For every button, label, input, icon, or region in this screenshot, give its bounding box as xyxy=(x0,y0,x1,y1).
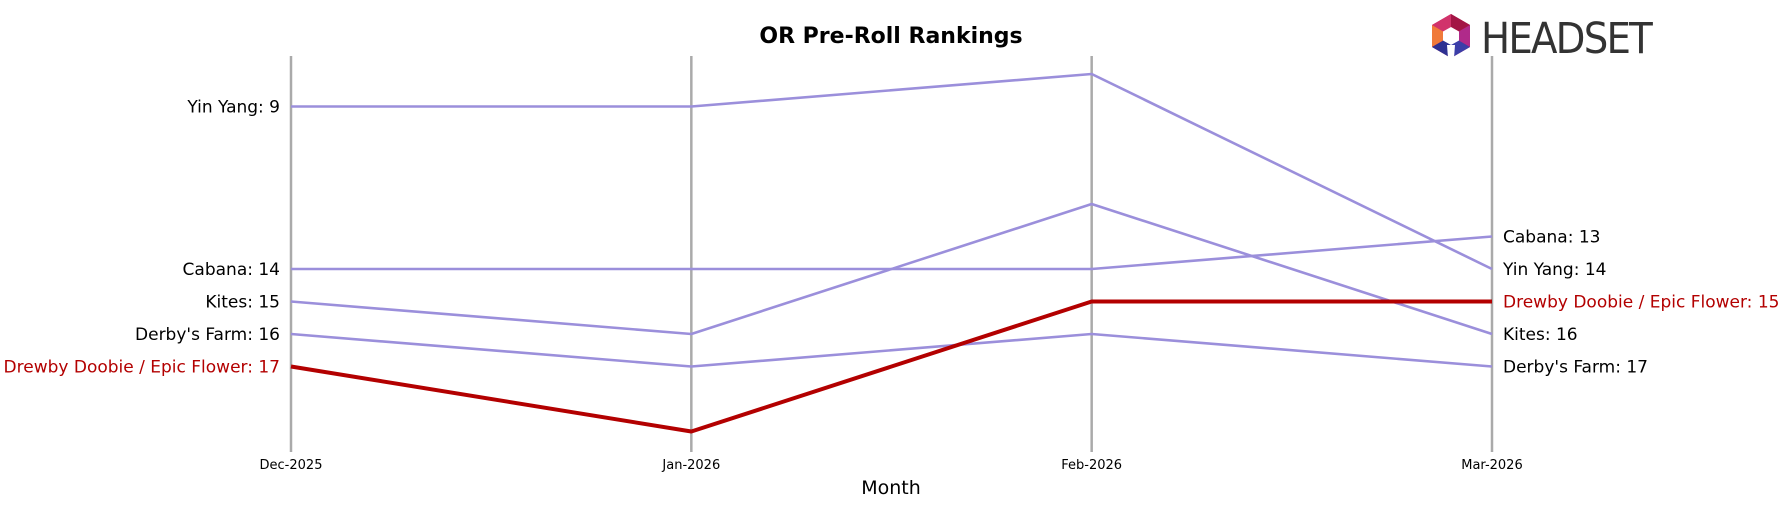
start-label-cabana: Cabana: 14 xyxy=(183,260,280,280)
x-tick-feb-2026: Feb-2026 xyxy=(1061,458,1122,473)
x-tick-labels: Dec-2025 Jan-2026 Feb-2026 Mar-2026 xyxy=(260,458,1523,473)
x-tick-mar-2026: Mar-2026 xyxy=(1461,458,1522,473)
series-line-yin-yang xyxy=(291,72,1493,271)
series-line-derby-s-farm xyxy=(290,332,1493,368)
start-label-derby-s-farm: Derby's Farm: 16 xyxy=(135,325,280,345)
x-tick-jan-2026: Jan-2026 xyxy=(661,458,720,473)
start-label-drewby-doobie-epic-flower: Drewby Doobie / Epic Flower: 17 xyxy=(4,358,280,378)
series-lines xyxy=(290,72,1493,434)
x-axis-label: Month xyxy=(861,477,921,499)
headset-logo: HEADSET xyxy=(1432,14,1655,64)
headset-logo-text: HEADSET xyxy=(1481,14,1653,64)
end-label-cabana: Cabana: 13 xyxy=(1503,228,1600,248)
end-labels: Yin Yang: 14 Cabana: 13 Kites: 16 Derby's F… xyxy=(1502,228,1779,378)
end-label-kites: Kites: 16 xyxy=(1503,325,1578,345)
series-line-kites xyxy=(290,202,1493,336)
x-tick-dec-2025: Dec-2025 xyxy=(260,458,323,473)
start-labels: Yin Yang: 9 Cabana: 14 Kites: 15 Derby's Fa… xyxy=(4,98,280,378)
end-label-derby-s-farm: Derby's Farm: 17 xyxy=(1503,358,1648,378)
series-line-drewby-doobie-epic-flower xyxy=(290,299,1492,434)
headset-logo-icon xyxy=(1432,14,1470,58)
chart-title: OR Pre-Roll Rankings xyxy=(759,24,1022,49)
month-gridlines xyxy=(289,56,1494,452)
end-label-drewby-doobie-epic-flower: Drewby Doobie / Epic Flower: 15 xyxy=(1503,293,1779,313)
series-line-cabana xyxy=(291,235,1493,271)
start-label-kites: Kites: 15 xyxy=(205,293,280,313)
start-label-yin-yang: Yin Yang: 9 xyxy=(186,98,280,118)
end-label-yin-yang: Yin Yang: 14 xyxy=(1502,260,1606,280)
